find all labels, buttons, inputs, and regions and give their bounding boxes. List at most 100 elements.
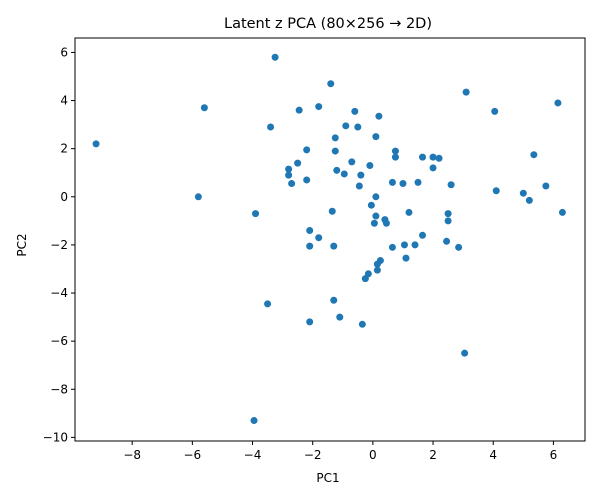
data-point-9 xyxy=(285,171,293,179)
x-tick-label: −4 xyxy=(244,448,262,462)
data-point-7 xyxy=(271,53,279,61)
data-point-1 xyxy=(194,193,202,201)
data-point-61 xyxy=(419,231,427,239)
data-point-6 xyxy=(267,123,275,131)
data-point-15 xyxy=(306,226,314,234)
y-tick-label: −4 xyxy=(50,286,68,300)
data-point-72 xyxy=(491,107,499,115)
x-tick-label: −8 xyxy=(123,448,141,462)
data-point-69 xyxy=(455,243,463,251)
data-point-42 xyxy=(372,212,380,220)
data-point-59 xyxy=(414,178,422,186)
data-point-74 xyxy=(519,189,527,197)
x-tick-label: 2 xyxy=(429,448,437,462)
data-point-19 xyxy=(315,234,323,242)
data-points xyxy=(92,53,566,425)
data-point-58 xyxy=(411,241,419,249)
data-point-24 xyxy=(331,147,339,155)
y-tick-label: 6 xyxy=(60,45,68,59)
data-point-8 xyxy=(285,165,293,173)
data-point-46 xyxy=(375,112,383,120)
data-point-33 xyxy=(355,182,363,190)
data-point-28 xyxy=(340,170,348,178)
data-point-65 xyxy=(443,237,451,245)
x-tick-label: 6 xyxy=(550,448,558,462)
data-point-43 xyxy=(372,133,380,141)
data-point-5 xyxy=(264,300,272,308)
plot-frame xyxy=(74,37,586,442)
data-point-14 xyxy=(303,146,311,154)
data-point-45 xyxy=(373,266,381,274)
data-point-26 xyxy=(333,166,341,174)
y-axis-title: PC2 xyxy=(15,233,29,256)
x-axis-title: PC1 xyxy=(316,471,339,485)
data-point-79 xyxy=(558,208,566,216)
data-point-60 xyxy=(419,153,427,161)
data-point-52 xyxy=(391,147,399,155)
data-point-49 xyxy=(382,219,390,227)
data-point-51 xyxy=(388,243,396,251)
data-point-30 xyxy=(348,158,356,166)
data-point-25 xyxy=(331,134,339,142)
data-point-22 xyxy=(330,242,338,250)
data-point-56 xyxy=(402,254,410,262)
axis-ticks: −8 −6 −4 −2 0 2 4 6 −10 −8 −6 −4 −2 0 2 4 6 xyxy=(43,45,558,462)
data-point-23 xyxy=(330,296,338,304)
data-point-16 xyxy=(306,242,314,250)
x-tick-label: 4 xyxy=(489,448,497,462)
x-tick-label: −2 xyxy=(304,448,322,462)
data-point-10 xyxy=(288,180,296,188)
data-point-57 xyxy=(405,208,413,216)
data-point-54 xyxy=(399,180,407,188)
data-point-31 xyxy=(351,107,359,115)
y-tick-label: −8 xyxy=(50,382,68,396)
data-point-76 xyxy=(530,151,538,159)
y-tick-label: 0 xyxy=(60,190,68,204)
x-tick-label: 0 xyxy=(369,448,377,462)
data-point-17 xyxy=(306,318,314,326)
data-point-73 xyxy=(492,187,500,195)
data-point-4 xyxy=(250,417,258,425)
data-point-20 xyxy=(327,80,335,88)
data-point-18 xyxy=(315,103,323,111)
data-point-53 xyxy=(391,153,399,161)
data-point-41 xyxy=(372,193,380,201)
data-point-77 xyxy=(542,182,550,190)
data-point-21 xyxy=(328,207,336,215)
data-point-68 xyxy=(447,181,455,189)
data-point-78 xyxy=(554,99,562,107)
chart-title: Latent z PCA (80×256 → 2D) xyxy=(224,16,432,32)
y-tick-label: 2 xyxy=(60,142,68,156)
data-point-27 xyxy=(336,313,344,321)
data-point-71 xyxy=(462,88,470,96)
data-point-34 xyxy=(357,171,365,179)
data-point-3 xyxy=(252,210,260,218)
data-point-29 xyxy=(342,122,350,130)
data-point-63 xyxy=(429,164,437,172)
data-point-55 xyxy=(400,241,408,249)
data-point-62 xyxy=(429,153,437,161)
data-point-32 xyxy=(354,123,362,131)
data-point-70 xyxy=(461,349,469,357)
data-point-38 xyxy=(366,162,374,170)
data-point-50 xyxy=(388,178,396,186)
data-point-64 xyxy=(435,154,443,162)
data-point-67 xyxy=(444,217,452,225)
data-point-37 xyxy=(364,270,372,278)
y-tick-label: 4 xyxy=(60,94,68,108)
data-point-40 xyxy=(370,219,378,227)
data-point-11 xyxy=(294,159,302,167)
x-tick-label: −6 xyxy=(183,448,201,462)
data-point-2 xyxy=(200,104,208,112)
data-point-13 xyxy=(303,176,311,184)
data-point-75 xyxy=(525,196,533,204)
data-point-35 xyxy=(358,320,366,328)
y-tick-label: −10 xyxy=(43,430,68,444)
data-point-66 xyxy=(444,210,452,218)
data-point-39 xyxy=(367,201,375,209)
data-point-47 xyxy=(376,257,384,265)
data-point-0 xyxy=(92,140,100,148)
